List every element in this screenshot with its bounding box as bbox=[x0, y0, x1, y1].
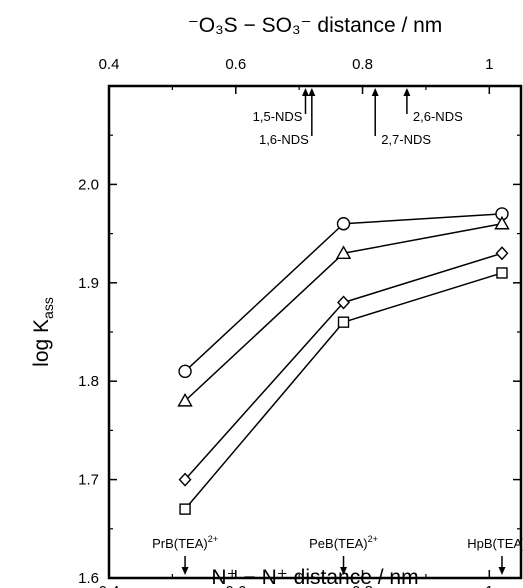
series-line-segment bbox=[343, 213, 503, 225]
series-line-segment bbox=[343, 223, 503, 255]
bottom-marker-label: HpB(TEA)2+ bbox=[467, 534, 523, 551]
top-marker-label: 2,6-NDS bbox=[413, 109, 463, 124]
data-point-diamond bbox=[337, 295, 350, 310]
top-marker-label: 1,6-NDS bbox=[259, 132, 309, 147]
top-marker-label: 2,7-NDS bbox=[381, 132, 431, 147]
x2-tick-label: 0.8 bbox=[352, 56, 373, 73]
series-line-segment bbox=[184, 321, 345, 510]
y-axis-title: log Kass bbox=[30, 297, 56, 367]
data-point-diamond bbox=[495, 246, 509, 261]
x2-tick-label: 0.4 bbox=[99, 56, 120, 73]
data-point-square bbox=[337, 316, 350, 328]
x-tick-label: 1 bbox=[485, 583, 493, 588]
y-axis-title-sub: ass bbox=[40, 297, 56, 319]
x-tick-label: 0.6 bbox=[225, 583, 246, 588]
top-marker-arrow bbox=[371, 88, 379, 96]
axis-ticks bbox=[108, 86, 521, 579]
bottom-marker-base: PrB(TEA) bbox=[152, 536, 208, 551]
data-point-circle bbox=[336, 217, 351, 231]
bottom-marker-label: PeB(TEA)2+ bbox=[309, 534, 378, 551]
top-marker-arrow bbox=[403, 88, 411, 96]
series-line-segment bbox=[343, 252, 503, 304]
top-marker-arrow bbox=[301, 88, 309, 96]
data-point-triangle bbox=[335, 245, 352, 259]
bottom-marker-charge: 2+ bbox=[368, 534, 378, 544]
x-tick-label: 0.4 bbox=[99, 583, 120, 588]
plot-frame bbox=[107, 84, 523, 580]
data-point-triangle bbox=[494, 215, 510, 230]
tick-labels: 1.6 1.7 1.8 1.9 2.0 0.4 0.6 0.8 1 0.4 0.6 0.8 1 bbox=[78, 56, 493, 588]
y-tick-label: 2.0 bbox=[78, 176, 99, 193]
data-point-diamond bbox=[178, 472, 192, 487]
top-marker-label: 1,5-NDS bbox=[253, 109, 303, 124]
data-point-square bbox=[496, 267, 508, 279]
bottom-marker-arrow bbox=[181, 567, 189, 575]
x-tick-label: 0.8 bbox=[352, 583, 373, 588]
data-point-circle bbox=[178, 364, 192, 379]
bottom-marker-arrow bbox=[498, 567, 506, 575]
series-line-segment bbox=[184, 223, 345, 372]
data-point-square bbox=[179, 503, 191, 515]
y-axis-title-main: log K bbox=[30, 319, 53, 367]
top-marker-arrow bbox=[308, 88, 316, 96]
bottom-marker-base: HpB(TEA) bbox=[467, 536, 523, 551]
bottom-marker-base: PeB(TEA) bbox=[309, 536, 368, 551]
bottom-marker-charge: 2+ bbox=[208, 534, 218, 544]
y-tick-label: 1.7 bbox=[78, 472, 99, 489]
series-line-segment bbox=[184, 252, 345, 402]
x-axis-title: N⁺ − N⁺ distance / nm bbox=[211, 566, 418, 588]
bottom-marker-arrow bbox=[340, 567, 348, 575]
series-line-segment bbox=[343, 272, 503, 323]
data-point-triangle bbox=[177, 392, 193, 407]
y-tick-label: 1.6 bbox=[78, 570, 99, 587]
series-group bbox=[177, 207, 510, 515]
x2-tick-label: 1 bbox=[485, 56, 493, 73]
series-line-segment bbox=[184, 301, 345, 481]
x2-axis-title: ⁻O₃S − SO₃⁻ distance / nm bbox=[188, 14, 443, 37]
x2-tick-label: 0.6 bbox=[225, 56, 246, 73]
y-tick-label: 1.8 bbox=[78, 373, 99, 390]
bottom-marker-label: PrB(TEA)2+ bbox=[152, 534, 218, 551]
y-tick-label: 1.9 bbox=[78, 275, 99, 292]
